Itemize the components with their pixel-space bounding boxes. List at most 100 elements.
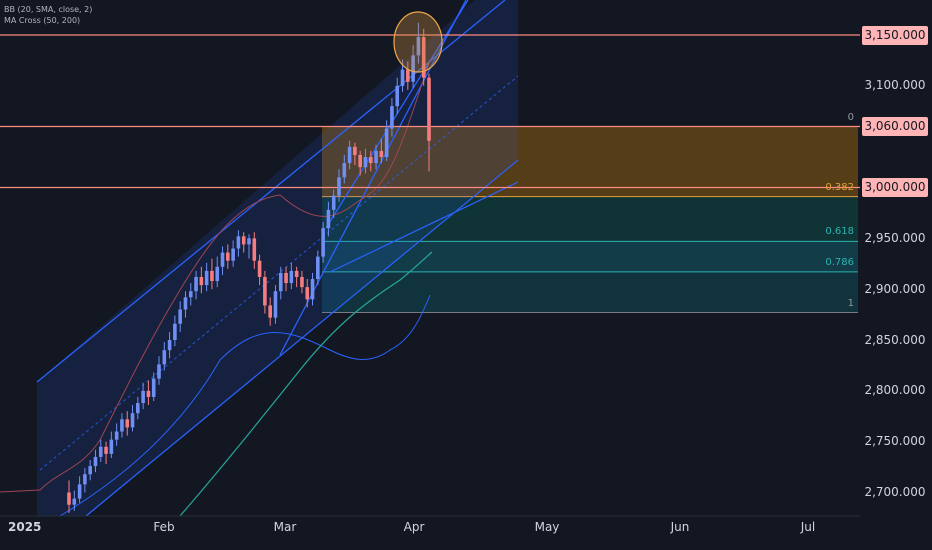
price-tick-label: 2,850.000 bbox=[864, 332, 926, 347]
candle-body bbox=[178, 309, 182, 324]
candle-body bbox=[194, 276, 198, 292]
candle-body bbox=[167, 340, 172, 351]
candle-body bbox=[368, 157, 373, 164]
fib-label-0.786: 0.786 bbox=[825, 256, 854, 268]
candle-body bbox=[390, 106, 394, 129]
bollinger-bands bbox=[0, 59, 433, 517]
candle-body bbox=[395, 85, 400, 107]
candle-body bbox=[406, 69, 410, 82]
candle-body bbox=[294, 270, 299, 277]
candle-body bbox=[358, 154, 362, 168]
candle-body bbox=[173, 323, 177, 341]
candle-body bbox=[257, 260, 262, 277]
indicator-legend: BB (20, SMA, close, 2) MA Cross (50, 200… bbox=[4, 4, 92, 26]
candle-body bbox=[247, 238, 251, 245]
candle-body bbox=[268, 305, 272, 318]
candle-body bbox=[337, 177, 341, 196]
candle-body bbox=[289, 270, 294, 284]
bb-upper-band bbox=[0, 59, 431, 493]
candle-body bbox=[363, 157, 368, 168]
candle-body bbox=[204, 270, 209, 286]
candle-body bbox=[379, 150, 384, 158]
time-tick-label: Feb bbox=[153, 520, 175, 534]
candle-body bbox=[241, 236, 246, 245]
fib-label-0: 0 bbox=[847, 111, 854, 123]
candle-body bbox=[231, 248, 235, 261]
candle-body bbox=[411, 55, 415, 82]
candle-body bbox=[284, 272, 288, 284]
price-tick-label: 3,100.000 bbox=[864, 78, 926, 93]
candle-body bbox=[88, 466, 92, 475]
ma-cross-indicator-label[interactable]: MA Cross (50, 200) bbox=[4, 16, 81, 25]
candle-body bbox=[220, 252, 225, 267]
candle-body bbox=[83, 474, 87, 485]
candle-body bbox=[263, 276, 267, 306]
fibonacci-retracement[interactable] bbox=[322, 126, 858, 314]
candle-body bbox=[416, 37, 421, 56]
bb-indicator-label[interactable]: BB (20, SMA, close, 2) bbox=[4, 5, 93, 14]
candle-body bbox=[347, 146, 352, 164]
candle-body bbox=[120, 419, 124, 432]
candle-body bbox=[188, 291, 193, 298]
time-tick-label: Mar bbox=[273, 520, 297, 534]
candle-body bbox=[199, 276, 204, 286]
regression-channel[interactable] bbox=[36, 0, 519, 517]
fib-label-0.618: 0.618 bbox=[825, 226, 854, 238]
time-tick-label: Jun bbox=[670, 520, 690, 534]
candle-body bbox=[93, 456, 98, 467]
candle-body bbox=[374, 150, 378, 164]
price-level-label-3150[interactable]: 3,150.000 bbox=[862, 25, 928, 45]
candle-body bbox=[130, 413, 135, 428]
candle-body bbox=[210, 270, 214, 282]
candle-body bbox=[146, 390, 151, 397]
price-tick-label: 2,800.000 bbox=[864, 383, 926, 398]
candle-body bbox=[72, 498, 77, 505]
candle-body bbox=[125, 419, 130, 428]
price-tick-label: 2,900.000 bbox=[864, 281, 926, 296]
candle-body bbox=[157, 364, 161, 379]
candle-body bbox=[400, 69, 405, 86]
top-highlight-circle[interactable] bbox=[393, 11, 443, 73]
candle-body bbox=[421, 37, 426, 78]
time-tick-label: 2025 bbox=[8, 520, 42, 534]
candle-body bbox=[316, 256, 320, 280]
candle-body bbox=[151, 378, 156, 397]
candle-body bbox=[236, 236, 241, 249]
candle-body bbox=[273, 291, 278, 318]
fib-zone-0.382 bbox=[322, 196, 858, 242]
candle-body bbox=[331, 195, 336, 210]
candle-body bbox=[136, 403, 140, 414]
candle-body bbox=[342, 163, 347, 178]
candle-body bbox=[300, 276, 304, 288]
candle-body bbox=[98, 446, 103, 457]
time-tick-label: May bbox=[534, 520, 560, 534]
top-highlight-ellipse[interactable] bbox=[393, 11, 443, 73]
candle-body bbox=[104, 446, 108, 454]
candle-body bbox=[109, 439, 114, 454]
candle-body bbox=[326, 209, 331, 229]
channel-support-line[interactable] bbox=[329, 181, 519, 273]
fib-label-0.382: 0.382 bbox=[825, 181, 854, 193]
candle-body bbox=[384, 128, 389, 158]
candle-body bbox=[183, 297, 188, 310]
candle-body bbox=[310, 279, 315, 300]
candle-body bbox=[215, 266, 220, 282]
fib-label-1: 1 bbox=[847, 297, 854, 309]
candle-body bbox=[226, 252, 230, 261]
channel-mid-line bbox=[39, 75, 519, 471]
channel-upper-line[interactable] bbox=[36, 0, 506, 383]
price-level-label-3000[interactable]: 3,000.000 bbox=[862, 178, 928, 197]
candle-body bbox=[278, 272, 283, 292]
time-tick-label: Jul bbox=[800, 520, 816, 534]
candle-body bbox=[427, 77, 431, 141]
fib-zone-0.618 bbox=[322, 241, 858, 272]
price-level-label-3060[interactable]: 3,060.000 bbox=[862, 117, 928, 136]
candle-body bbox=[252, 238, 257, 261]
candle-body bbox=[162, 350, 167, 365]
candlestick-series bbox=[67, 22, 431, 513]
fib-zone-0.786 bbox=[322, 271, 858, 313]
candle-body bbox=[353, 146, 357, 155]
fib-zone-0 bbox=[322, 126, 858, 197]
candle-body bbox=[67, 492, 71, 505]
